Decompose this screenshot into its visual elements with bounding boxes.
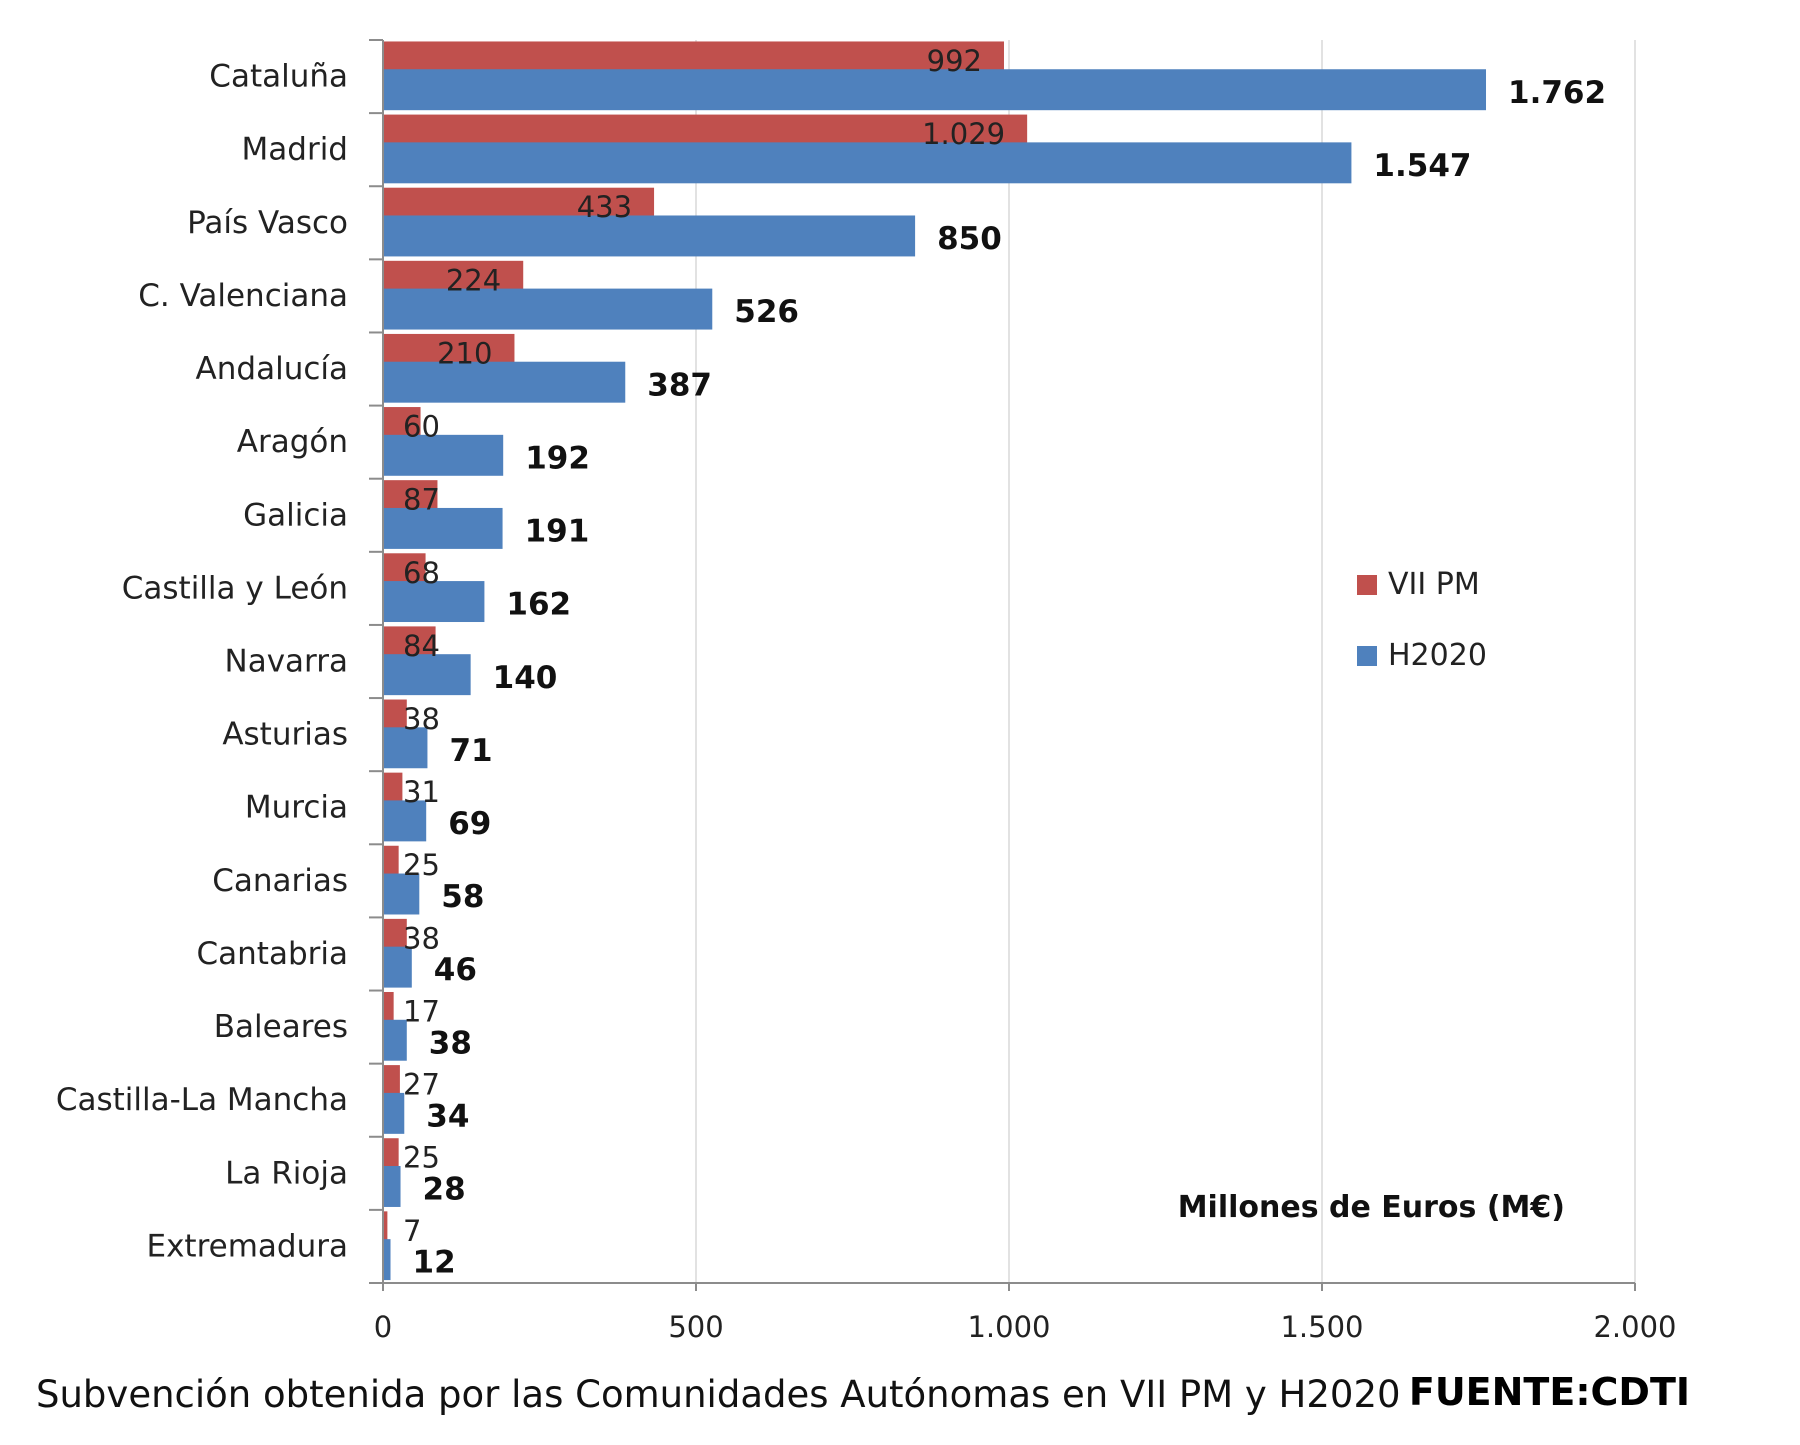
value-label-h2020: 387 bbox=[647, 367, 712, 403]
value-label-vii-pm: 87 bbox=[403, 483, 440, 517]
category-label: Asturias bbox=[222, 717, 348, 753]
category-label: Murcia bbox=[245, 790, 348, 826]
value-label-vii-pm: 27 bbox=[403, 1068, 440, 1102]
x-tick-label: 1.000 bbox=[967, 1310, 1050, 1344]
category-label: C. Valenciana bbox=[138, 278, 348, 314]
value-label-vii-pm: 68 bbox=[403, 556, 440, 590]
value-label-vii-pm: 7 bbox=[403, 1214, 421, 1248]
axes bbox=[369, 39, 1636, 1291]
value-label-h2020: 34 bbox=[426, 1098, 469, 1134]
value-label-h2020: 192 bbox=[525, 440, 590, 476]
value-label-h2020: 850 bbox=[937, 221, 1002, 257]
value-label-h2020: 191 bbox=[525, 514, 590, 550]
category-label: Aragón bbox=[237, 424, 348, 460]
category-label: Canarias bbox=[212, 863, 348, 899]
bar-h2020 bbox=[383, 361, 626, 403]
value-label-vii-pm: 433 bbox=[577, 190, 632, 224]
x-tick-label: 0 bbox=[374, 1310, 392, 1344]
category-label: Madrid bbox=[242, 132, 348, 168]
category-label: Castilla y León bbox=[122, 570, 348, 606]
value-label-h2020: 28 bbox=[423, 1172, 466, 1208]
value-label-vii-pm: 25 bbox=[403, 1141, 440, 1175]
value-label-h2020: 58 bbox=[441, 879, 484, 915]
value-label-h2020: 38 bbox=[429, 1025, 472, 1061]
value-label-vii-pm: 224 bbox=[446, 263, 501, 297]
value-label-vii-pm: 31 bbox=[403, 775, 440, 809]
bar-h2020 bbox=[383, 434, 504, 476]
category-label: Cataluña bbox=[209, 59, 348, 95]
bar-h2020 bbox=[383, 507, 503, 549]
value-label-vii-pm: 25 bbox=[403, 848, 440, 882]
chart-caption: Subvención obtenida por las Comunidades … bbox=[36, 1373, 1401, 1416]
bar-h2020 bbox=[383, 727, 428, 769]
value-label-vii-pm: 992 bbox=[927, 44, 982, 78]
value-label-vii-pm: 38 bbox=[403, 702, 440, 736]
legend-swatch bbox=[1357, 575, 1377, 595]
value-label-vii-pm: 60 bbox=[403, 410, 440, 444]
value-label-h2020: 69 bbox=[448, 806, 491, 842]
grid-lines bbox=[695, 40, 1636, 1283]
category-label: Extremadura bbox=[147, 1228, 349, 1264]
labels: 9921.02943322421060876884383125381727257… bbox=[56, 44, 1677, 1344]
value-label-vii-pm: 38 bbox=[403, 921, 440, 955]
value-label-h2020: 1.762 bbox=[1508, 75, 1606, 111]
bar-h2020 bbox=[383, 215, 916, 257]
source-label: FUENTE:CDTI bbox=[1409, 1370, 1690, 1414]
value-label-vii-pm: 17 bbox=[403, 994, 440, 1028]
value-label-h2020: 162 bbox=[506, 587, 571, 623]
bar-h2020 bbox=[383, 800, 427, 842]
bar-h2020 bbox=[383, 1019, 407, 1061]
x-tick-label: 2.000 bbox=[1593, 1310, 1676, 1344]
value-label-vii-pm: 210 bbox=[437, 336, 492, 370]
bar-h2020 bbox=[383, 873, 420, 915]
unit-label: Millones de Euros (M€) bbox=[1178, 1190, 1565, 1225]
legend: VII PM H2020 bbox=[1357, 567, 1487, 673]
category-label: Castilla-La Mancha bbox=[56, 1082, 348, 1118]
bar-h2020 bbox=[383, 581, 485, 623]
x-tick-label: 1.500 bbox=[1280, 1310, 1363, 1344]
legend-label: VII PM bbox=[1388, 567, 1480, 602]
value-label-vii-pm: 84 bbox=[403, 629, 440, 663]
value-label-h2020: 526 bbox=[734, 294, 799, 330]
value-label-h2020: 140 bbox=[493, 660, 558, 696]
bar-h2020 bbox=[383, 946, 412, 988]
value-label-vii-pm: 1.029 bbox=[922, 117, 1005, 151]
x-tick-label: 500 bbox=[668, 1310, 723, 1344]
category-label: Galicia bbox=[243, 497, 348, 533]
value-label-h2020: 1.547 bbox=[1373, 148, 1471, 184]
bar-h2020 bbox=[383, 1092, 405, 1134]
legend-swatch bbox=[1357, 646, 1377, 666]
bar-h2020 bbox=[383, 288, 713, 330]
category-label: País Vasco bbox=[187, 205, 348, 241]
bar-h2020 bbox=[383, 1166, 401, 1207]
category-label: La Rioja bbox=[225, 1155, 348, 1191]
value-label-h2020: 71 bbox=[449, 733, 492, 769]
category-label: Andalucía bbox=[196, 351, 348, 387]
bar-vii-pm bbox=[383, 1211, 388, 1253]
bar-h2020 bbox=[383, 1239, 391, 1281]
bar-h2020 bbox=[383, 69, 1487, 111]
bar-h2020 bbox=[383, 654, 471, 696]
category-label: Baleares bbox=[214, 1009, 348, 1045]
bars bbox=[383, 41, 1487, 1281]
value-label-h2020: 12 bbox=[413, 1245, 456, 1281]
bar-vii-pm bbox=[383, 991, 394, 1033]
legend-label: H2020 bbox=[1388, 638, 1487, 673]
value-label-h2020: 46 bbox=[434, 952, 477, 988]
category-label: Cantabria bbox=[197, 936, 348, 972]
bar-h2020 bbox=[383, 142, 1352, 184]
category-label: Navarra bbox=[225, 644, 348, 680]
